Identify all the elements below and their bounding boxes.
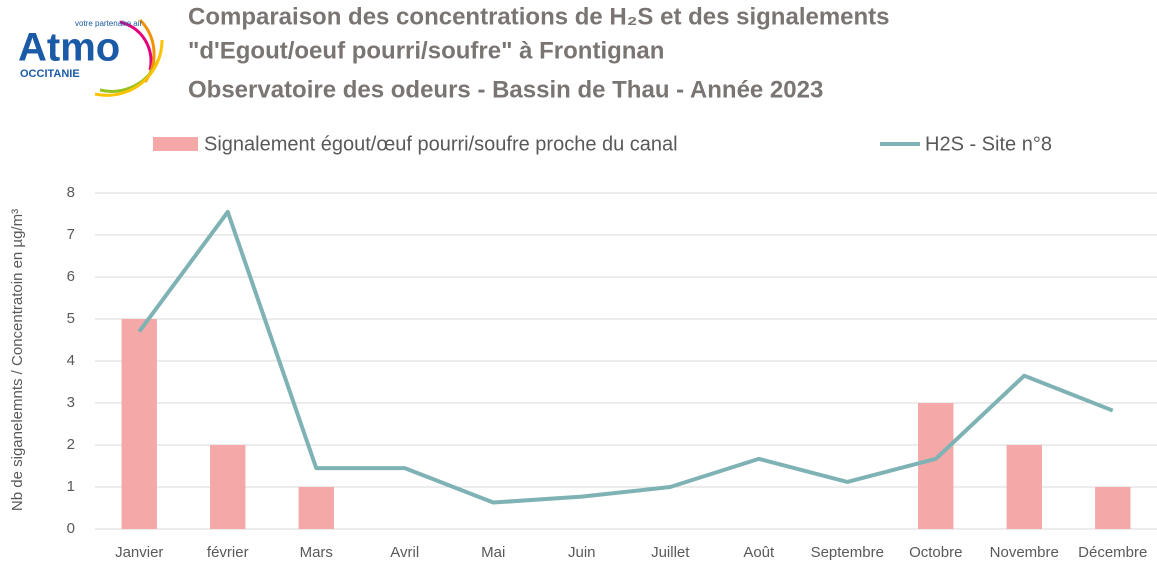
legend-label: Signalement égout/œuf pourri/soufre proc… <box>204 133 678 155</box>
x-tick-label: Mars <box>300 544 333 561</box>
logo-tagline: votre partenaire air <box>75 19 142 28</box>
y-tick-label: 1 <box>67 478 75 495</box>
logo-arc <box>119 20 153 71</box>
y-tick-label: 0 <box>67 520 75 537</box>
y-tick-label: 6 <box>67 268 75 285</box>
bar <box>210 445 246 529</box>
y-tick-label: 5 <box>67 310 75 327</box>
y-tick-label: 4 <box>67 352 75 369</box>
x-tick-label: Juillet <box>651 544 690 561</box>
line <box>137 209 1114 505</box>
bar <box>1095 487 1131 529</box>
bar <box>121 319 157 529</box>
x-tick-label: février <box>207 544 249 561</box>
x-tick-label: Juin <box>568 544 596 561</box>
x-tick-label: Novembre <box>990 544 1059 561</box>
bar <box>298 487 334 529</box>
x-tick-label: Avril <box>390 544 419 561</box>
logo: votre partenaire air Atmo OCCITANIE <box>18 18 164 97</box>
x-tick-label: Août <box>743 544 775 561</box>
legend-swatch <box>153 137 198 151</box>
chart-title: "d'Egout/oeuf pourri/soufre" à Frontigna… <box>188 37 664 64</box>
bar <box>1006 445 1042 529</box>
x-tick-label: Octobre <box>909 544 962 561</box>
x-tick-label: Mai <box>481 544 505 561</box>
y-tick-label: 8 <box>67 184 75 201</box>
logo-region: OCCITANIE <box>20 68 80 80</box>
y-tick-label: 3 <box>67 394 75 411</box>
x-tick-label: Décembre <box>1078 544 1147 561</box>
chart-title: Comparaison des concentrations de H₂S et… <box>188 3 890 30</box>
bar <box>918 403 954 529</box>
chart-title: Observatoire des odeurs - Bassin de Thau… <box>188 76 823 103</box>
y-axis-label: Nb de siganelemnts / Concentratoin en µg… <box>9 209 26 511</box>
x-tick-label: Janvier <box>115 544 163 561</box>
logo-brand: Atmo <box>18 26 120 70</box>
y-tick-label: 7 <box>67 226 75 243</box>
legend-label: H2S - Site n°8 <box>925 133 1052 155</box>
logo-arc <box>94 39 164 97</box>
y-tick-label: 2 <box>67 436 75 453</box>
x-tick-label: Septembre <box>811 544 884 561</box>
